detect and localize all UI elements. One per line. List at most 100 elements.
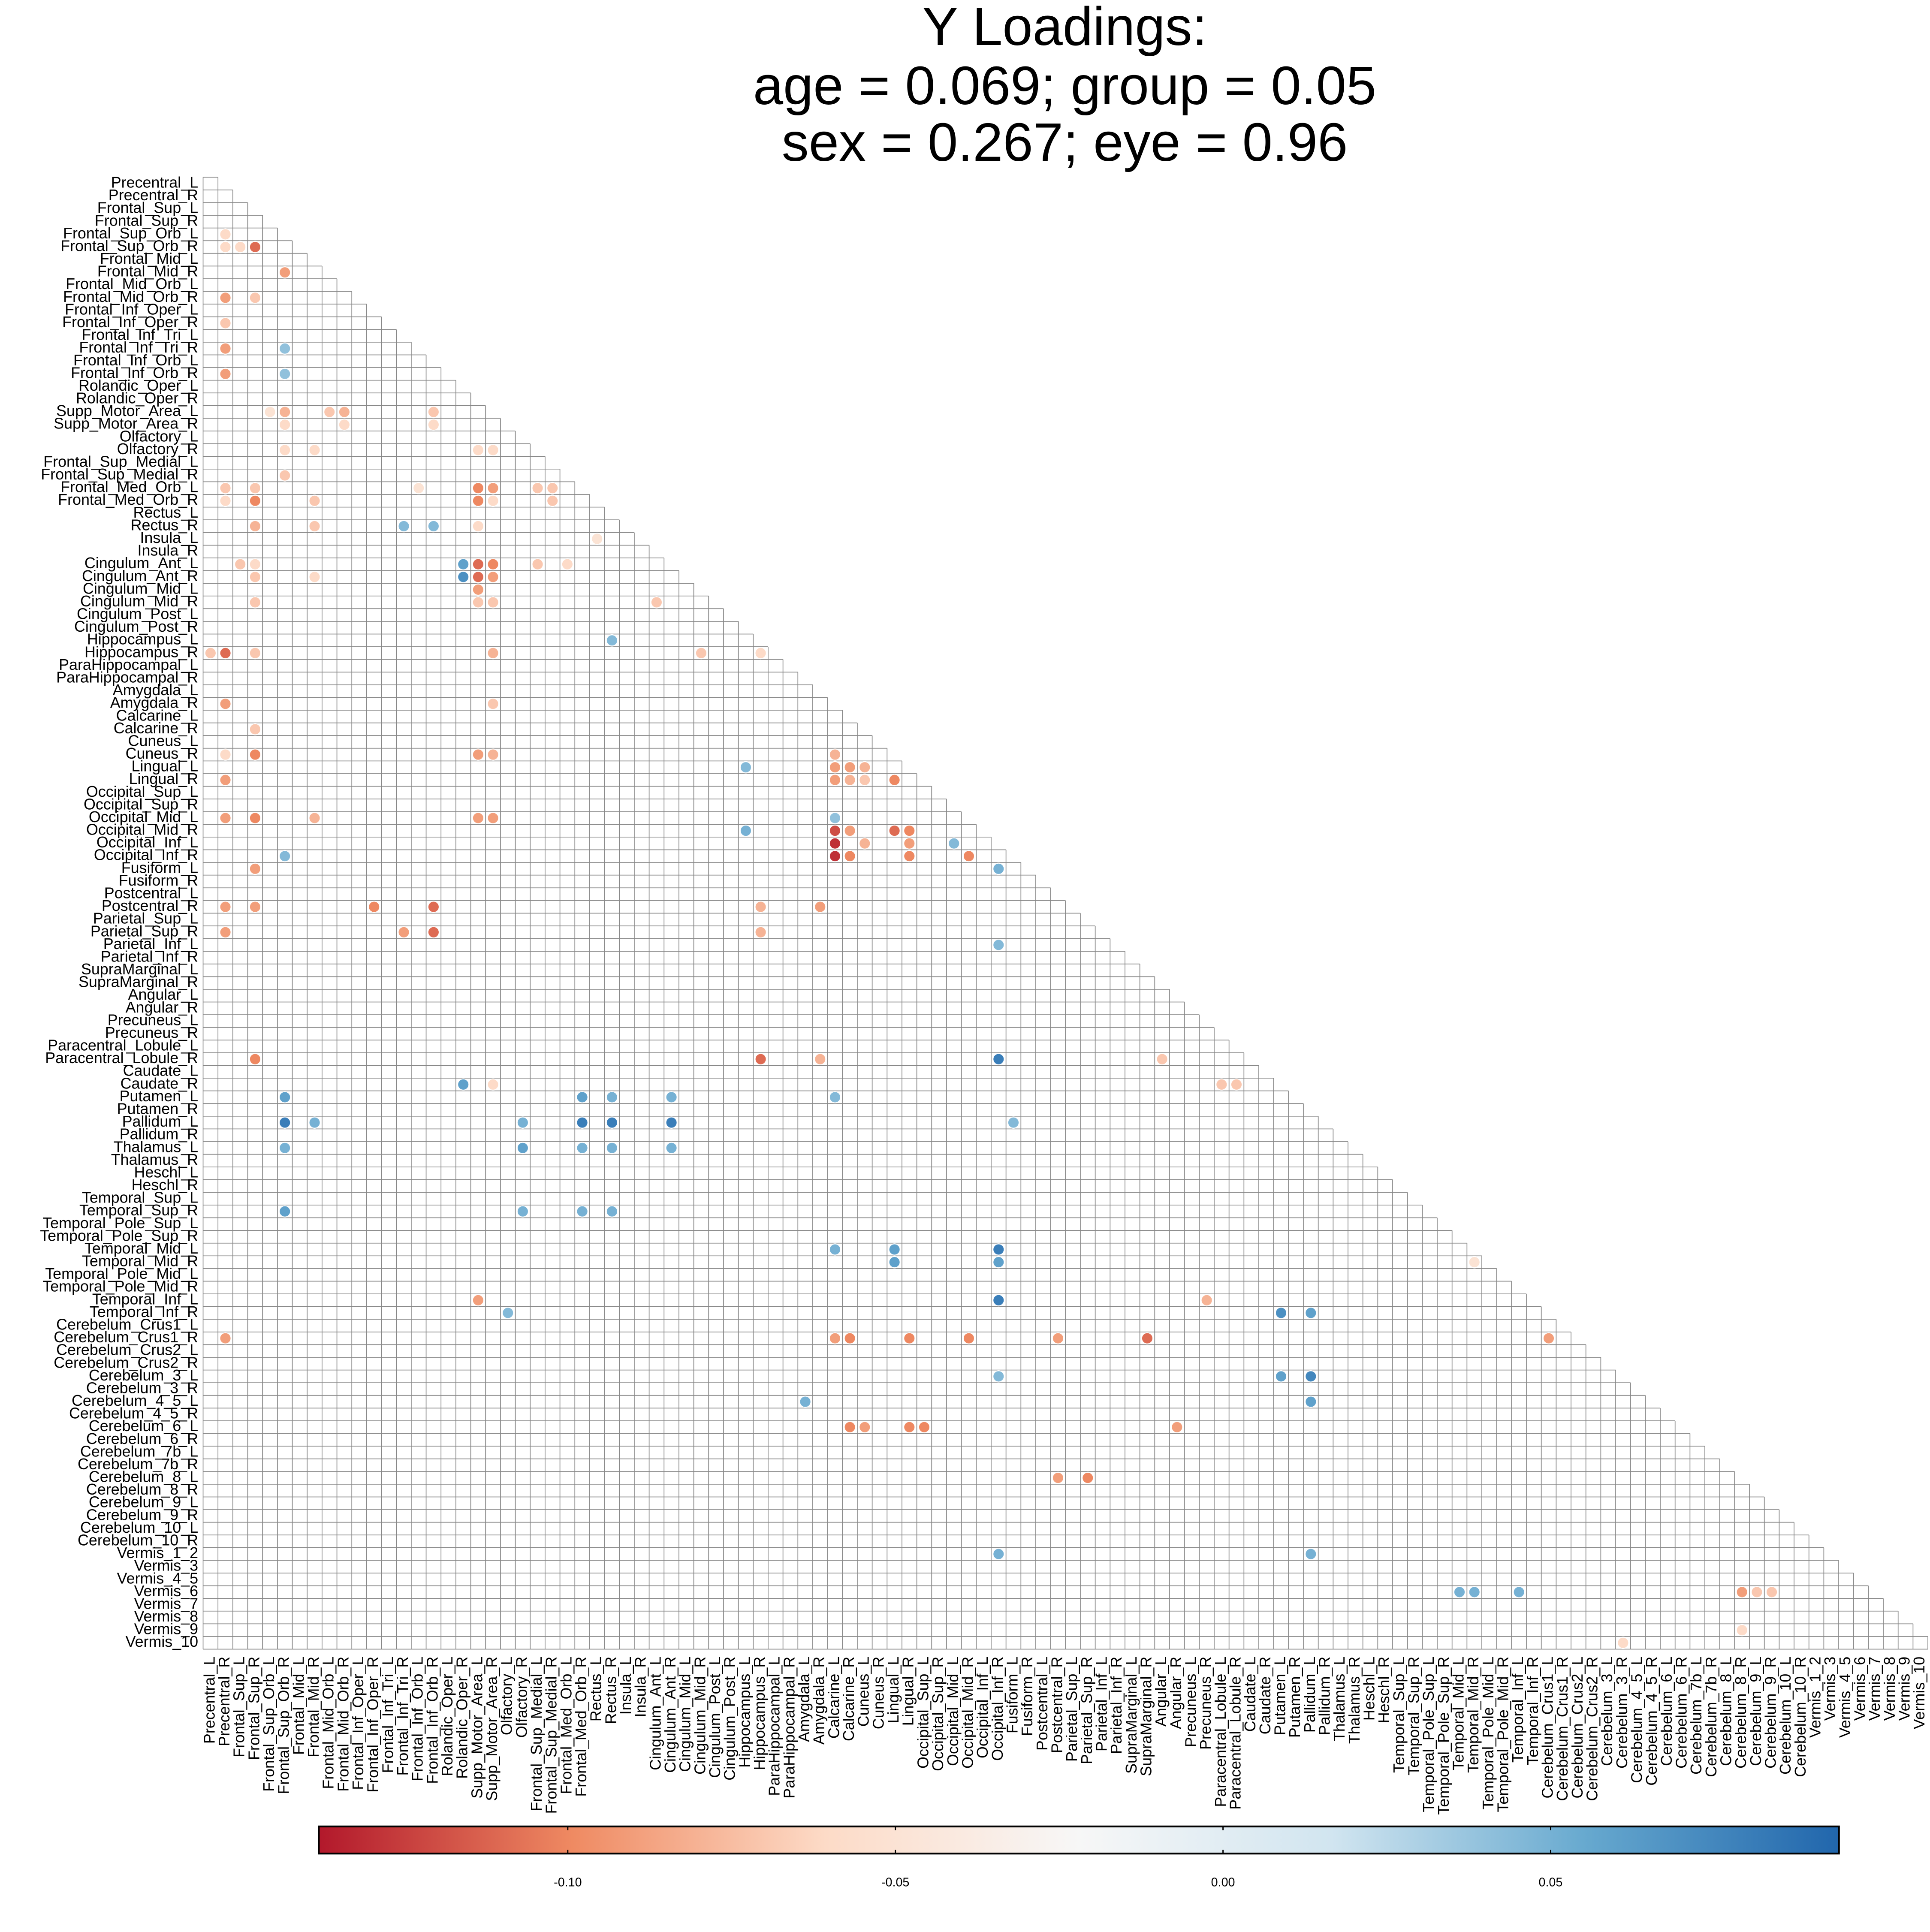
loading-dot xyxy=(576,1116,588,1129)
loading-dot xyxy=(992,1294,1005,1307)
row-label: Cerebelum_9_R xyxy=(86,1506,198,1523)
row-label: Frontal_Med_Orb_R xyxy=(58,491,198,508)
row-label: Frontal_Sup_Orb_L xyxy=(63,225,198,242)
loading-dot xyxy=(249,647,262,660)
loading-dot xyxy=(487,697,499,710)
row-label: Rectus_R xyxy=(131,516,198,533)
row-label: Vermis_1_2 xyxy=(117,1544,198,1561)
column-label: Cerebelum_Crus1_L xyxy=(1539,1657,1556,1799)
loading-dot xyxy=(844,824,856,837)
loading-dot xyxy=(398,520,410,533)
loading-dot xyxy=(1141,1332,1154,1344)
row-label: Amygdala_R xyxy=(110,694,198,711)
column-label: Supp_Motor_Area_L xyxy=(468,1657,486,1799)
loading-dot xyxy=(1513,1586,1526,1598)
loading-dot xyxy=(516,1116,529,1129)
loading-dot xyxy=(249,482,262,494)
loading-dot xyxy=(516,1142,529,1154)
row-label: Frontal_Inf_Oper_L xyxy=(65,301,198,318)
column-label: Cerebelum_7b_L xyxy=(1688,1657,1705,1775)
column-label: Frontal_Med_Orb_L xyxy=(558,1657,575,1794)
row-label: Rolandic_Oper_R xyxy=(76,390,198,407)
column-label: Frontal_Mid_Orb_R xyxy=(335,1657,352,1792)
column-label: Rectus_L xyxy=(588,1657,605,1721)
column-label: Rectus_R xyxy=(602,1657,619,1724)
loading-dot xyxy=(472,494,485,507)
column-label: Frontal_Sup_Medial_R xyxy=(543,1657,560,1814)
row-label: Temporal_Sup_R xyxy=(79,1202,198,1219)
loading-dot xyxy=(829,774,841,787)
loading-dot xyxy=(398,926,410,939)
column-label: Cuneus_R xyxy=(870,1657,887,1729)
loading-dot xyxy=(278,469,291,482)
loading-dot xyxy=(606,1091,618,1103)
column-label: Frontal_Inf_Oper_L xyxy=(350,1657,367,1790)
row-label: Frontal_Inf_Tri_L xyxy=(81,326,198,344)
column-label: Rolandic_Oper_R xyxy=(454,1657,471,1779)
column-label: Cerebelum_3_R xyxy=(1613,1657,1631,1769)
column-label: Temporal_Mid_L xyxy=(1450,1657,1467,1770)
loading-dot xyxy=(1275,1307,1288,1319)
column-label: Cuneus_L xyxy=(855,1657,872,1727)
loading-dot xyxy=(844,761,856,774)
loading-dot xyxy=(308,520,321,533)
column-label: Temporal_Inf_L xyxy=(1509,1657,1526,1763)
row-label: Frontal_Inf_Tri_R xyxy=(79,339,198,356)
loading-dot xyxy=(1215,1078,1228,1091)
loading-dot xyxy=(606,1116,618,1129)
loading-dot xyxy=(472,444,485,456)
row-label: Cuneus_R xyxy=(126,745,198,762)
loading-dot xyxy=(665,1116,678,1129)
column-label: Frontal_Inf_Tri_R xyxy=(394,1657,411,1776)
column-label: Olfactory_L xyxy=(498,1657,516,1735)
row-label: Temporal_Pole_Sup_L xyxy=(42,1215,198,1232)
row-label: Calcarine_L xyxy=(116,707,198,724)
column-label: Insula_R xyxy=(632,1657,649,1718)
loading-dot xyxy=(844,850,856,862)
column-label: Temporal_Sup_L xyxy=(1390,1657,1408,1773)
row-label: Parietal_Sup_L xyxy=(93,910,198,927)
loading-dot xyxy=(472,1294,485,1307)
row-label: Occipital_Inf_L xyxy=(96,834,198,851)
loading-dot xyxy=(219,774,232,787)
loading-dot xyxy=(219,901,232,913)
loading-dot xyxy=(591,533,603,545)
loading-dot xyxy=(249,901,262,913)
loading-dot xyxy=(338,406,351,419)
loading-dot xyxy=(992,1243,1005,1256)
loading-dot xyxy=(754,901,767,913)
column-label: Cingulum_Mid_L xyxy=(677,1657,694,1772)
loading-dot xyxy=(606,1205,618,1218)
row-label: Cerebelum_10_R xyxy=(78,1532,198,1549)
column-label: Paracentral_Lobule_L xyxy=(1212,1657,1229,1807)
column-label: Fusiform_L xyxy=(1004,1657,1021,1733)
loading-dot xyxy=(1304,1548,1317,1560)
loading-dot xyxy=(1304,1370,1317,1383)
row-label: Hippocampus_L xyxy=(87,631,198,648)
column-label: Precentral_L xyxy=(201,1657,218,1744)
loading-dot xyxy=(234,241,247,253)
loading-dot xyxy=(1468,1586,1481,1598)
loading-dot xyxy=(650,596,663,609)
row-label: Hippocampus_R xyxy=(84,643,198,660)
row-label: Insula_R xyxy=(138,542,199,559)
column-label: Parietal_Sup_L xyxy=(1063,1657,1080,1762)
loading-dot xyxy=(888,774,901,787)
loading-dot xyxy=(903,824,916,837)
row-label: Cerebelum_9_L xyxy=(89,1494,198,1511)
loading-dot xyxy=(1052,1332,1065,1344)
row-label: Fusiform_L xyxy=(121,859,198,876)
loading-dot xyxy=(249,520,262,533)
loading-dot xyxy=(472,570,485,583)
loading-dot xyxy=(739,761,752,774)
loading-dot xyxy=(278,850,291,862)
matrix-grid xyxy=(202,177,1928,1650)
row-label: Frontal_Inf_Oper_R xyxy=(62,313,198,331)
loading-dot xyxy=(844,774,856,787)
row-label: Temporal_Mid_L xyxy=(84,1240,198,1257)
column-label: Vermis_6 xyxy=(1852,1657,1869,1721)
row-label: Heschl_L xyxy=(134,1163,199,1181)
row-label: ParaHippocampal_L xyxy=(59,656,198,673)
loading-dot xyxy=(947,837,960,850)
row-label: Temporal_Sup_L xyxy=(82,1189,198,1206)
